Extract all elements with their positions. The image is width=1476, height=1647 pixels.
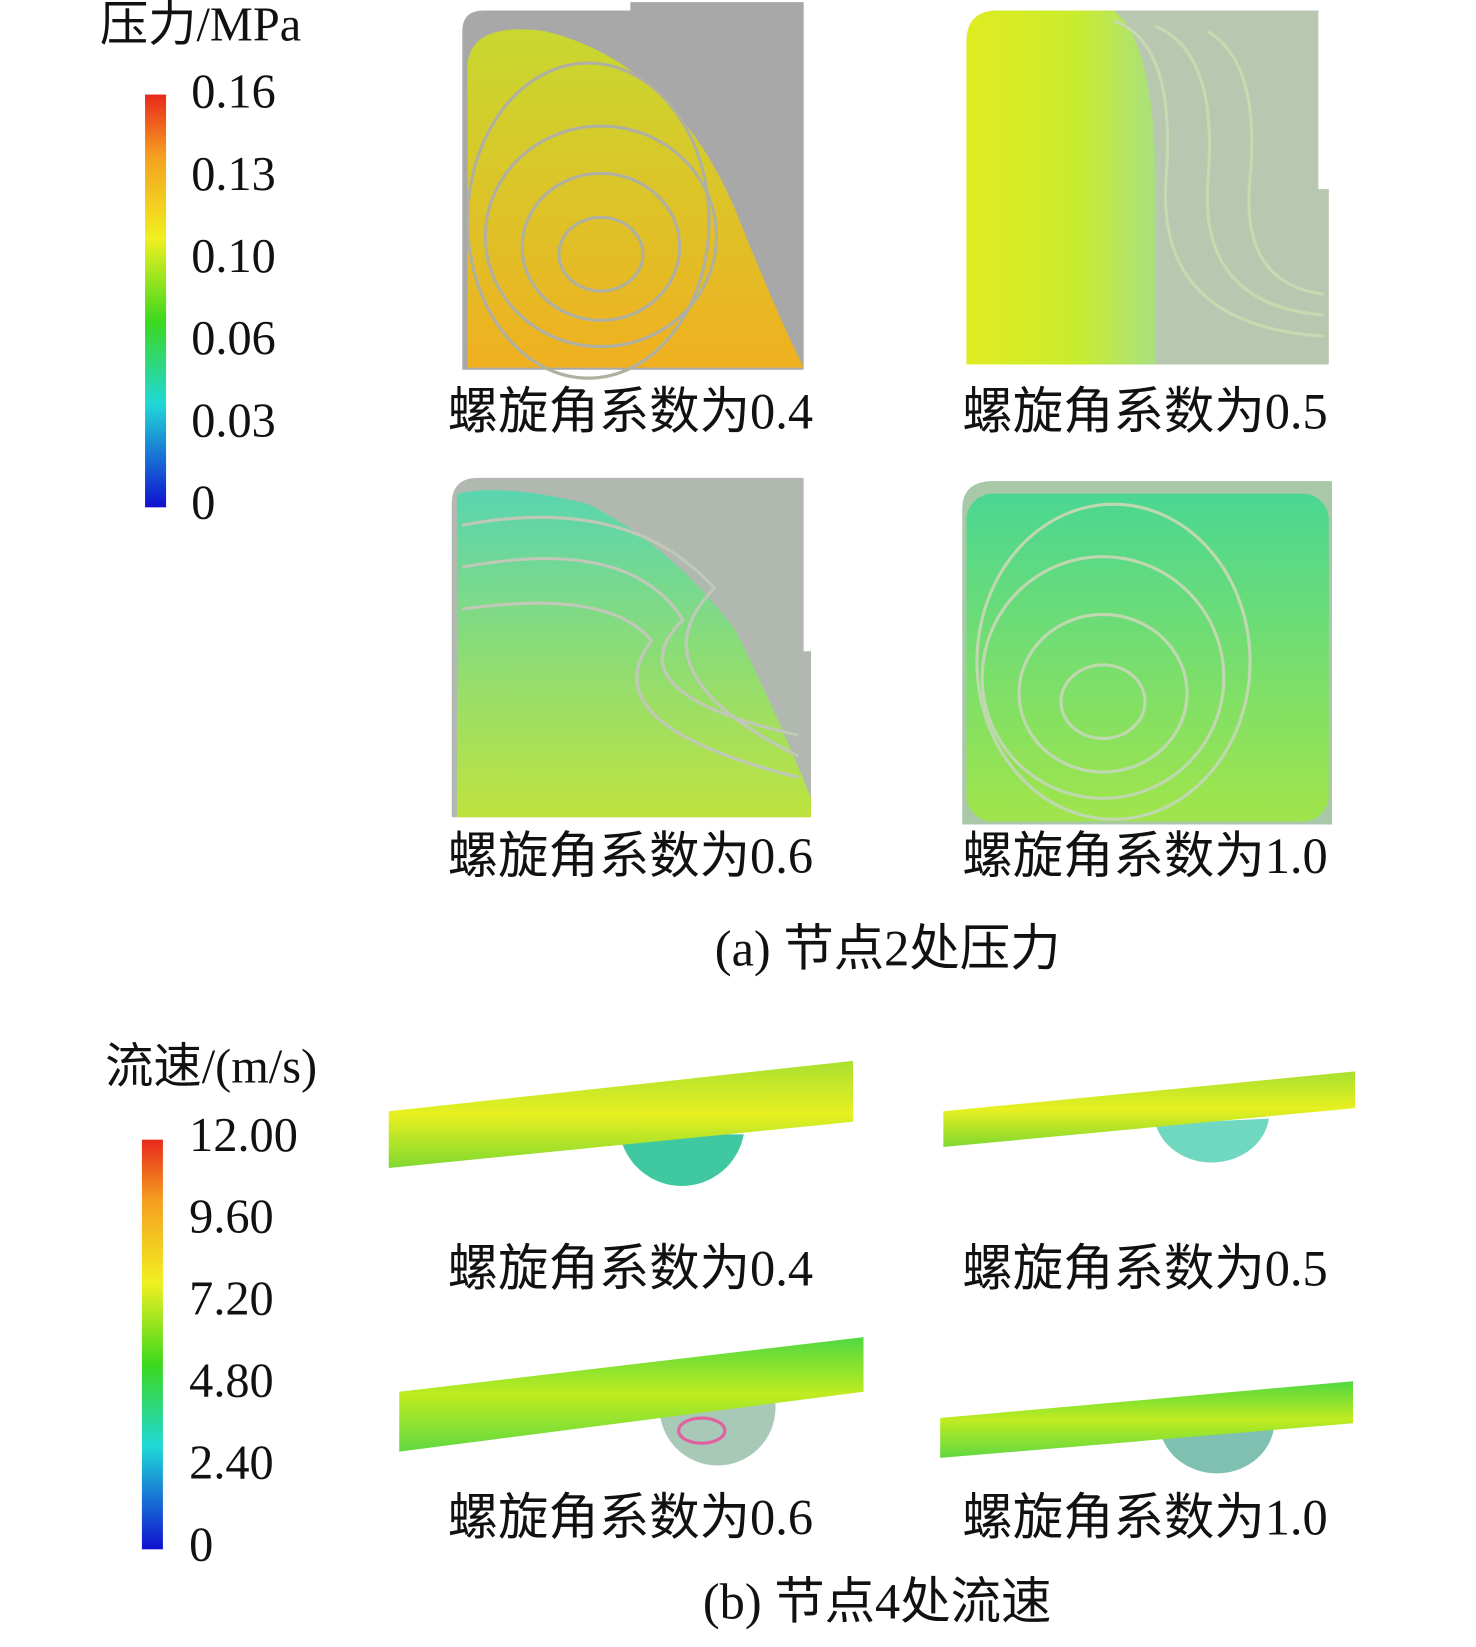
flow-image bbox=[943, 1071, 1356, 1163]
colorbar bbox=[141, 1139, 163, 1550]
panel-caption: (a) 节点2处压力 bbox=[715, 920, 1061, 976]
contour-image bbox=[962, 481, 1332, 825]
colorbar-title: 压力/MPa bbox=[100, 0, 301, 52]
image-caption: 螺旋角系数为0.4 bbox=[448, 1241, 813, 1297]
image-caption: 螺旋角系数为0.5 bbox=[962, 384, 1327, 440]
flow-image bbox=[940, 1381, 1353, 1474]
colorbar-tick-label: 7.20 bbox=[189, 1273, 274, 1326]
contour-image bbox=[462, 2, 804, 380]
colorbar-tick-label: 0.06 bbox=[191, 312, 276, 365]
flow-image bbox=[388, 1060, 854, 1186]
colorbar-tick-label: 9.60 bbox=[189, 1191, 274, 1244]
image-caption: 螺旋角系数为0.6 bbox=[448, 828, 813, 884]
panel-caption: (b) 节点4处流速 bbox=[703, 1574, 1052, 1630]
image-caption: 螺旋角系数为0.5 bbox=[962, 1241, 1327, 1297]
colorbar bbox=[145, 94, 167, 508]
image-caption: 螺旋角系数为1.0 bbox=[962, 1490, 1327, 1546]
colorbar-tick-label: 0.13 bbox=[191, 148, 276, 201]
colorbar-tick-label: 0.03 bbox=[191, 394, 276, 447]
image-caption: 螺旋角系数为0.6 bbox=[448, 1490, 813, 1546]
colorbar-tick-label: 4.80 bbox=[189, 1355, 274, 1408]
colorbar-tick-label: 0.16 bbox=[191, 66, 276, 119]
image-caption: 螺旋角系数为1.0 bbox=[962, 828, 1327, 884]
colorbar-tick-label: 0.10 bbox=[191, 230, 276, 283]
flow-image bbox=[399, 1337, 864, 1466]
contour-image bbox=[966, 10, 1329, 365]
colorbar-tick-label: 0 bbox=[189, 1518, 213, 1571]
colorbar-tick-label: 0 bbox=[191, 476, 215, 529]
contour-image bbox=[451, 477, 812, 818]
colorbar-title: 流速/(m/s) bbox=[105, 1040, 317, 1093]
colorbar-tick-label: 2.40 bbox=[189, 1436, 274, 1489]
colorbar-tick-label: 12.00 bbox=[189, 1109, 298, 1162]
image-caption: 螺旋角系数为0.4 bbox=[448, 384, 813, 440]
